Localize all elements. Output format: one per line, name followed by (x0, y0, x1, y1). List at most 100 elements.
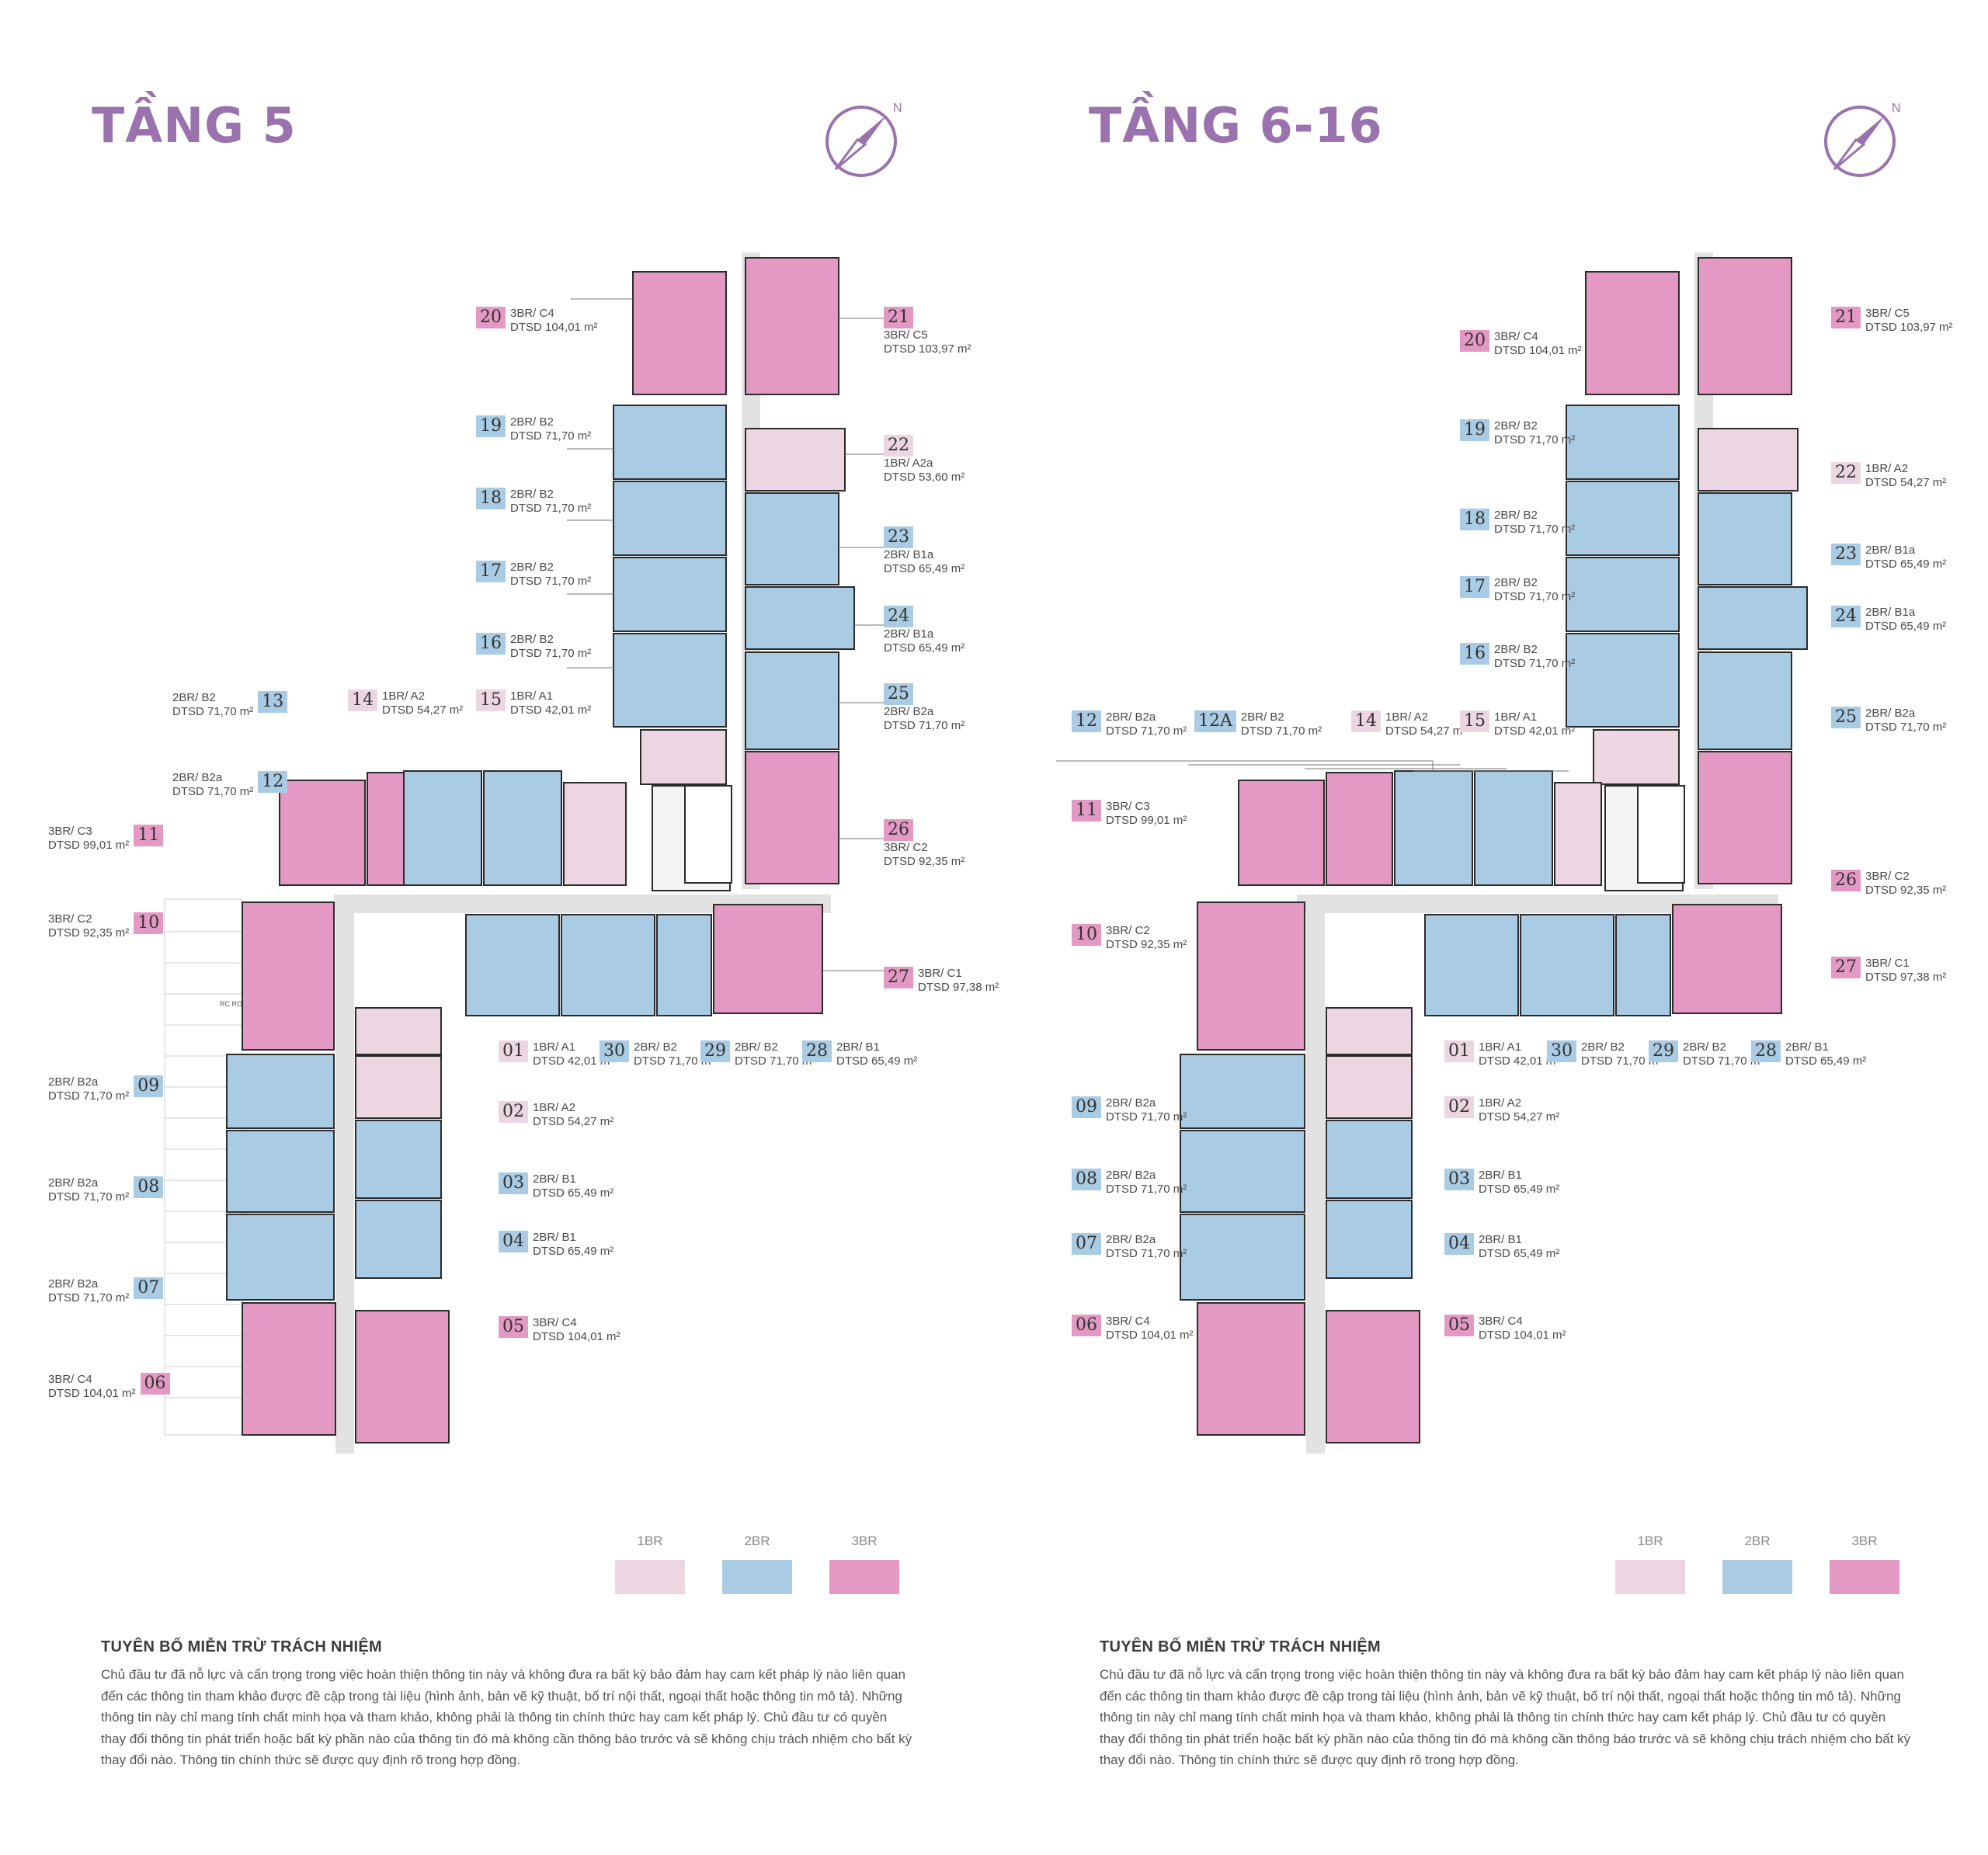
unit-label-02: 02 1BR/ A2 DTSD 54,27 m² (1444, 1096, 1559, 1124)
unit-15 (640, 729, 727, 785)
unit-05 (355, 1310, 450, 1443)
unit-label-08: 2BR/ B2a DTSD 71,70 m²08 (48, 1176, 168, 1204)
unit-02 (1326, 1055, 1413, 1119)
unit-11 (1238, 780, 1325, 886)
unit-label-25: 25 2BR/ B2a DTSD 71,70 m² (1831, 707, 1946, 735)
unit-label-19: 19 2BR/ B2 DTSD 71,70 m² (1460, 419, 1575, 447)
unit-label-19: 19 2BR/ B2 DTSD 71,70 m² (476, 415, 591, 443)
unit-12a (1394, 770, 1473, 886)
unit-label-25: 25 2BR/ B2a DTSD 71,70 m² (884, 683, 965, 732)
unit-30 (1424, 914, 1519, 1016)
legend-1br-label: 1BR (637, 1534, 663, 1548)
unit-label-18: 18 2BR/ B2 DTSD 71,70 m² (476, 488, 591, 516)
unit-label-26: 26 3BR/ C2 DTSD 92,35 m² (1831, 870, 1946, 898)
unit-07 (1180, 1214, 1305, 1301)
unit-label-20: 20 3BR/ C4 DTSD 104,01 m² (476, 307, 598, 335)
disclaimer: TUYÊN BỐ MIỄN TRỪ TRÁCH NHIỆM Chủ đầu tư… (1100, 1638, 1911, 1771)
unit-06 (1197, 1302, 1305, 1436)
unit-label-29: 29 2BR/ B2 DTSD 71,70 m² (1649, 1040, 1764, 1068)
units (1180, 257, 1808, 1443)
unit-label-23: 23 2BR/ B1a DTSD 65,49 m² (1831, 544, 1946, 571)
unit-26 (1698, 751, 1792, 884)
unit-17 (613, 557, 727, 632)
unit-label-11: 3BR/ C3 DTSD 99,01 m²11 (48, 825, 168, 853)
unit-label-12a: 12A 2BR/ B2 DTSD 71,70 m² (1194, 710, 1322, 738)
unit-27 (713, 904, 823, 1014)
unit-24 (745, 586, 855, 650)
unit-label-28: 28 2BR/ B1 DTSD 65,49 m² (1751, 1040, 1866, 1068)
legend-3br-label: 3BR (851, 1534, 878, 1548)
unit-label-30: 30 2BR/ B2 DTSD 71,70 m² (1547, 1040, 1662, 1068)
compass-north-icon: N (1823, 101, 1901, 179)
unit-label-10: 10 3BR/ C2 DTSD 92,35 m² (1072, 924, 1187, 952)
floor-title: TẦNG 5 (92, 97, 297, 154)
unit-14 (563, 782, 627, 886)
unit-label-10: 3BR/ C2 DTSD 92,35 m²10 (48, 912, 168, 940)
unit-label-15: 15 1BR/ A1 DTSD 42,01 m² (476, 690, 591, 717)
unit-label-03: 03 2BR/ B1 DTSD 65,49 m² (1444, 1169, 1559, 1197)
unit-label-02: 02 1BR/ A2 DTSD 54,27 m² (499, 1101, 613, 1129)
unit-label-24: 24 2BR/ B1a DTSD 65,49 m² (1831, 606, 1946, 634)
unit-label-04: 04 2BR/ B1 DTSD 65,49 m² (499, 1231, 613, 1259)
unit-19 (1566, 405, 1680, 480)
unit-label-18: 18 2BR/ B2 DTSD 71,70 m² (1460, 509, 1575, 537)
unit-20 (1585, 271, 1680, 395)
unit-16 (613, 633, 727, 728)
unit-29 (1520, 914, 1614, 1016)
legend-2br-swatch (1722, 1560, 1792, 1594)
unit-label-14: 14 1BR/ A2 DTSD 54,27 m² (1351, 710, 1466, 738)
unit-09 (1180, 1054, 1305, 1129)
unit-label-30: 30 2BR/ B2 DTSD 71,70 m² (600, 1040, 714, 1068)
unit-12 (1326, 772, 1393, 886)
unit-label-21: 21 3BR/ C5 DTSD 103,97 m² (1831, 307, 1953, 335)
unit-22 (1698, 428, 1799, 492)
svg-text:N: N (893, 102, 902, 115)
unit-10 (1197, 901, 1305, 1051)
legend-1br-label: 1BR (1637, 1534, 1663, 1548)
disclaimer-heading: TUYÊN BỐ MIỄN TRỪ TRÁCH NHIỆM (1100, 1638, 1381, 1655)
unit-label-20: 20 3BR/ C4 DTSD 104,01 m² (1460, 330, 1582, 358)
unit-01 (1326, 1007, 1413, 1055)
unit-label-23: 23 2BR/ B1a DTSD 65,49 m² (884, 526, 965, 575)
unit-21 (1698, 257, 1792, 395)
unit-label-26: 26 3BR/ C2 DTSD 92,35 m² (884, 819, 965, 868)
disclaimer-heading: TUYÊN BỐ MIỄN TRỪ TRÁCH NHIỆM (101, 1638, 382, 1655)
unit-28 (1615, 914, 1671, 1016)
unit-23 (1698, 492, 1792, 585)
unit-label-07: 07 2BR/ B2a DTSD 71,70 m² (1072, 1233, 1187, 1261)
unit-label-24: 24 2BR/ B1a DTSD 65,49 m² (884, 606, 965, 655)
unit-15b (1554, 782, 1602, 886)
unit-09 (226, 1054, 335, 1129)
unit-24 (1698, 586, 1808, 650)
unit-label-29: 29 2BR/ B2 DTSD 71,70 m² (700, 1040, 815, 1068)
legend-3br-swatch (829, 1560, 899, 1594)
unit-label-22: 22 1BR/ A2 DTSD 54,27 m² (1831, 462, 1946, 490)
unit-label-03: 03 2BR/ B1 DTSD 65,49 m² (499, 1172, 613, 1200)
roof-label: RC ROOF (220, 1000, 252, 1008)
unit-27 (1672, 904, 1782, 1014)
legend-3br-swatch (1830, 1560, 1899, 1594)
unit-label-01: 01 1BR/ A1 DTSD 42,01 m² (1444, 1040, 1559, 1068)
unit-14 (1474, 770, 1553, 886)
unit-label-16: 16 2BR/ B2 DTSD 71,70 m² (476, 633, 591, 661)
unit-label-22: 22 1BR/ A2a DTSD 53,60 m² (884, 435, 965, 484)
floor-title: TẦNG 6-16 (1089, 97, 1383, 154)
unit-08 (1180, 1130, 1305, 1213)
unit-label-21: 21 3BR/ C5 DTSD 103,97 m² (884, 307, 971, 356)
unit-18 (1566, 481, 1680, 556)
unit-08 (226, 1130, 335, 1213)
unit-04 (355, 1200, 442, 1279)
unit-label-15: 15 1BR/ A1 DTSD 42,01 m² (1460, 710, 1575, 738)
unit-07 (226, 1214, 335, 1301)
unit-01 (355, 1007, 442, 1055)
legend-3br-label: 3BR (1851, 1534, 1878, 1548)
units (226, 257, 855, 1443)
unit-29 (561, 914, 655, 1016)
unit-20 (632, 271, 727, 395)
disclaimer-body: Chủ đầu tư đã nỗ lực và cẩn trọng trong … (1100, 1667, 1911, 1767)
unit-16 (1566, 633, 1680, 728)
disclaimer: TUYÊN BỐ MIỄN TRỪ TRÁCH NHIỆM Chủ đầu tư… (101, 1638, 912, 1771)
unit-25 (1698, 651, 1792, 750)
unit-label-09: 09 2BR/ B2a DTSD 71,70 m² (1072, 1096, 1187, 1124)
unit-label-12: 2BR/ B2a DTSD 71,70 m²12 (172, 771, 292, 799)
